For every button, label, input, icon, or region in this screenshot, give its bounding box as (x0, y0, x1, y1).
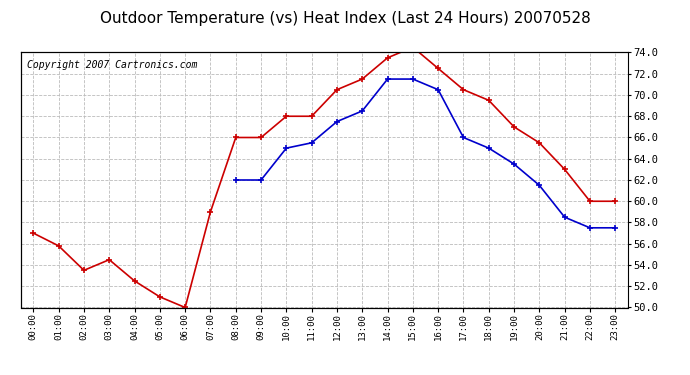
Text: Outdoor Temperature (vs) Heat Index (Last 24 Hours) 20070528: Outdoor Temperature (vs) Heat Index (Las… (99, 11, 591, 26)
Text: Copyright 2007 Cartronics.com: Copyright 2007 Cartronics.com (27, 60, 197, 70)
